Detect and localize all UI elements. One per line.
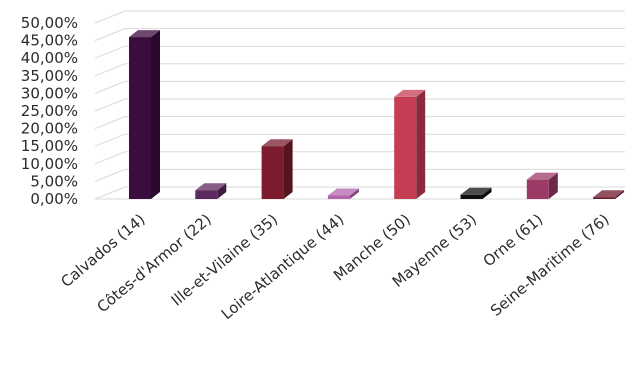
bar-top	[526, 172, 558, 180]
x-axis: Calvados (14)Côtes-d'Armor (22)Ille-et-V…	[57, 210, 612, 323]
bar-side	[151, 30, 160, 199]
bar	[195, 183, 227, 199]
gridline	[94, 10, 625, 24]
bar-side	[482, 187, 492, 199]
gridline	[94, 116, 625, 130]
bar-front	[195, 190, 218, 199]
gridline	[94, 63, 625, 77]
bar-side	[416, 89, 426, 199]
gridline	[94, 151, 625, 165]
bar-side	[349, 188, 359, 199]
bar	[593, 190, 625, 199]
y-tick-label: 40,00%	[21, 49, 78, 67]
y-tick-label: 30,00%	[21, 84, 78, 102]
bar-top	[593, 190, 625, 198]
bar	[394, 89, 426, 199]
bar-front	[460, 194, 483, 199]
gridline	[94, 133, 625, 147]
x-tick-label: Seine-Maritime (76)	[487, 210, 613, 320]
gridline	[94, 45, 625, 59]
y-tick-label: 20,00%	[21, 120, 78, 138]
y-tick-label: 45,00%	[21, 32, 78, 50]
bar-side	[283, 139, 293, 199]
bar-top	[261, 139, 293, 147]
bar	[129, 30, 160, 199]
y-tick-label: 35,00%	[21, 67, 78, 85]
bar-front	[327, 195, 350, 199]
bar	[460, 187, 492, 199]
bars	[129, 30, 625, 199]
bar-front	[526, 179, 549, 199]
x-tick-label: Loire-Atlantique (44)	[218, 210, 348, 323]
bar-front	[261, 146, 284, 199]
gridline	[94, 80, 625, 94]
bar	[327, 188, 359, 199]
bar-top	[460, 187, 492, 195]
gridline	[94, 186, 625, 200]
y-tick-label: 50,00%	[21, 14, 78, 32]
y-tick-label: 25,00%	[21, 102, 78, 120]
bar-top	[129, 30, 160, 38]
y-tick-label: 0,00%	[30, 190, 78, 208]
bar-top	[327, 188, 359, 196]
gridline	[94, 168, 625, 182]
x-tick-label: Orne (61)	[480, 210, 547, 270]
y-axis: 0,00%5,00%10,00%15,00%20,00%25,00%30,00%…	[21, 14, 78, 208]
bar-front	[129, 37, 151, 199]
bar-front	[394, 96, 417, 199]
bar-top	[195, 183, 227, 191]
x-tick-label: Côtes-d'Armor (22)	[94, 210, 215, 316]
bar-side	[217, 183, 227, 199]
gridline	[94, 28, 625, 42]
y-tick-label: 5,00%	[30, 172, 78, 190]
bar-front	[593, 197, 616, 199]
bar-side	[548, 172, 558, 199]
y-tick-label: 15,00%	[21, 137, 78, 155]
gridline	[94, 98, 625, 112]
y-tick-label: 10,00%	[21, 155, 78, 173]
bar	[261, 139, 293, 199]
bar-side	[615, 190, 625, 199]
bar	[526, 172, 558, 199]
bar-top	[394, 89, 426, 97]
gridlines	[94, 10, 625, 200]
